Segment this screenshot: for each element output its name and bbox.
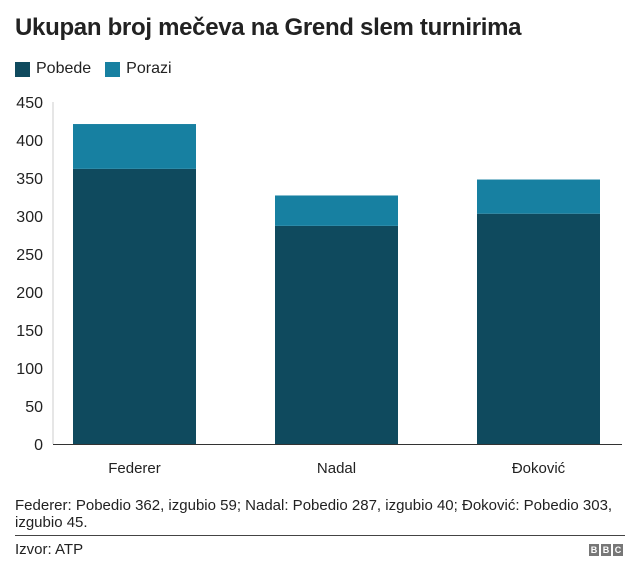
- x-tick-label: Nadal: [317, 460, 356, 477]
- y-tick-label: 150: [16, 323, 43, 340]
- y-tick-label: 200: [16, 285, 43, 302]
- footnote: Federer: Pobedio 362, izgubio 59; Nadal:…: [15, 497, 613, 531]
- y-tick-label: 450: [16, 95, 43, 112]
- legend-label: Pobede: [36, 60, 92, 77]
- divider: [15, 535, 625, 536]
- y-tick-label: 350: [16, 171, 43, 188]
- source: Izvor: ATP: [15, 541, 84, 558]
- bar-pobede-0: [73, 168, 196, 444]
- y-tick-label: 100: [16, 361, 43, 378]
- bar-porazi-1: [275, 195, 398, 226]
- legend-swatch-porazi: [105, 61, 121, 77]
- y-tick-label: 250: [16, 247, 43, 264]
- x-tick-label: Đoković: [512, 460, 566, 477]
- y-tick-label: 0: [34, 437, 43, 454]
- legend-item-porazi: Porazi: [105, 60, 172, 78]
- y-tick-label: 300: [16, 209, 43, 226]
- legend-item-pobede: Pobede: [15, 60, 91, 78]
- bar-pobede-1: [275, 225, 398, 444]
- y-tick-label: 400: [16, 133, 43, 150]
- legend-label: Porazi: [126, 60, 172, 77]
- chart-plot: 0 50 100 150 200 250 300 350 400 450 Federer Nadal Đ…: [16, 95, 622, 477]
- bar-porazi-2: [477, 179, 600, 214]
- bar-porazi-0: [73, 124, 196, 169]
- legend-swatch-pobede: [15, 61, 30, 77]
- y-tick-label: 50: [25, 399, 43, 416]
- x-tick-label: Federer: [108, 460, 161, 477]
- legend: Pobede Porazi: [15, 60, 172, 78]
- bar-pobede-2: [477, 213, 600, 444]
- chart-title: Ukupan broj mečeva na Grend slem turniri…: [15, 14, 522, 41]
